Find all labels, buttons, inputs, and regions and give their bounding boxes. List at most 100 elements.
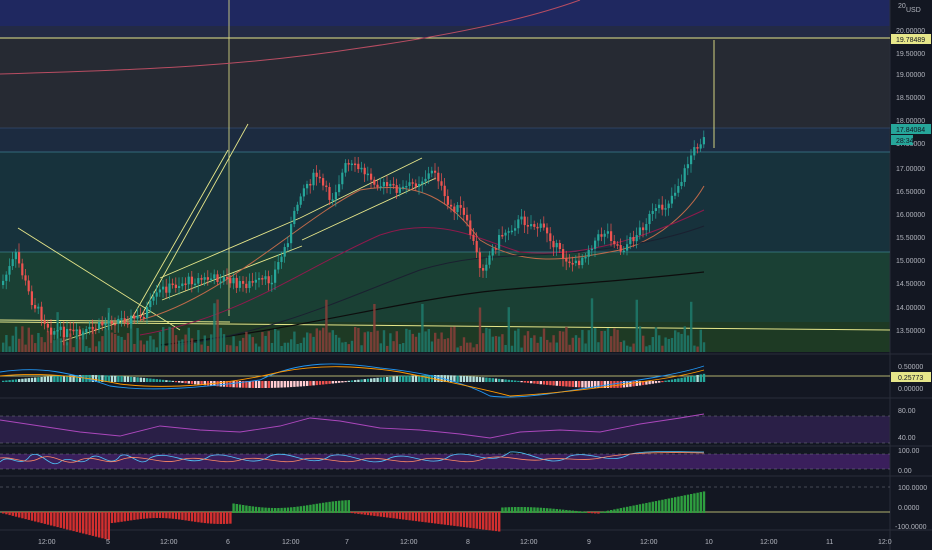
volume-bar [277,330,280,352]
osc-hist-bar [459,512,462,527]
volume-bar [680,333,683,352]
volume-bar [178,340,181,352]
volume-bar [274,328,277,352]
osc-hist-bar [680,495,683,513]
candle-body [258,278,261,280]
candle-body [264,276,267,280]
osc-hist-bar [110,512,114,524]
volume-bar [40,337,43,352]
macd-hist-bar [312,381,315,386]
candle-body [261,278,264,280]
candle-body [366,173,369,176]
volume-bar [85,346,88,352]
candle-body [165,286,168,293]
macd-hist-bar [366,378,370,382]
osc-hist-bar [613,509,616,513]
volume-bar [562,331,565,352]
candle-body [37,306,40,309]
volume-bar [155,347,158,352]
support-line[interactable] [0,321,891,331]
macd-hist-bar [421,375,424,382]
osc-hist-bar [395,512,398,519]
macd-hist-bar [354,380,357,382]
macd-hist-bar [504,379,507,382]
macd-hist-bar [59,375,62,382]
time-axis[interactable]: 12:00 5 12:00 6 12:00 7 12:00 8 12:00 9 … [38,539,892,546]
macd-hist-bar [549,381,552,386]
ma-long-curve [0,0,581,75]
osc-hist-bar [472,512,475,529]
volume-bar [245,331,248,352]
macd-hist-bar [405,375,408,382]
candle-body [354,163,357,166]
macd-hist-bar [539,381,542,385]
volume-bar [37,333,40,352]
osc-hist-bar [197,512,200,523]
candle-body [139,315,142,318]
osc-hist-bar [194,512,197,522]
candle-body [398,187,401,193]
candle-body [539,223,542,228]
resistance-price-marker [891,34,931,44]
volume-bar [299,343,302,352]
candle-body [30,291,33,306]
candle-body [370,173,373,180]
volume-bar [235,346,238,352]
volume-bar [66,342,69,352]
macd-hist-bar [459,375,462,382]
macd-hist-bar [133,377,136,382]
macd-hist-bar [472,376,475,382]
osc-hist-bar [648,502,651,513]
volume-bar [200,344,203,352]
candle-body [661,204,664,210]
osc-hist-bar [309,504,312,513]
macd-hist-bar [309,381,312,386]
macd-hist-bar [386,376,389,382]
macd-hist-bar [578,381,581,388]
osc-hist-bar [85,512,88,535]
osc-hist-bar [88,512,91,536]
candle-body [155,292,158,297]
macd-hist-bar [283,381,286,388]
osc-hist-bar [469,512,472,528]
macd-hist-bar [402,375,405,382]
macd-hist-bar [325,381,328,385]
candle-body [501,234,504,237]
candle-body [270,282,273,285]
volume-bar [101,336,104,352]
price-axis[interactable]: 20 USD 20.00000 19.50000 19.00000 18.500… [891,3,931,335]
candle-body [574,260,577,264]
countdown-marker-label: 28:34 [896,138,914,145]
macd-hist-bar [379,377,382,382]
candle-body [677,186,680,193]
osc-hist-bar [242,505,245,513]
osc-hist-bar [331,501,334,513]
candle-body [130,315,133,324]
macd-hist-bar [142,377,146,382]
volume-bar [667,338,670,352]
osc-hist-bar [158,512,162,519]
candlesticks[interactable] [2,130,705,346]
macd-hist-bar [664,380,667,382]
indicator-axes[interactable]: 0.50000 0.25773 0.00000 80.00 40.00 100.… [891,364,931,531]
macd-hist-bar [101,375,104,382]
macd-hist-bar [267,381,270,388]
macd-hist-bar [238,381,242,388]
volume-bar [536,342,539,352]
candle-body [622,250,625,253]
candle-body [296,204,299,211]
candle-body [674,192,677,196]
candle-body [507,231,510,233]
macd-hist-bar [62,375,66,382]
candle-body [600,234,603,237]
candle-body [331,199,334,201]
macd-hist-bar [341,381,344,383]
candle-body [178,286,181,288]
macd-hist-bar [120,376,123,382]
candle-body [472,234,475,241]
osc-hist-bar [216,512,219,524]
osc-hist-bar [69,512,72,531]
candle-body [322,178,325,186]
osc-hist-bar [370,512,373,516]
